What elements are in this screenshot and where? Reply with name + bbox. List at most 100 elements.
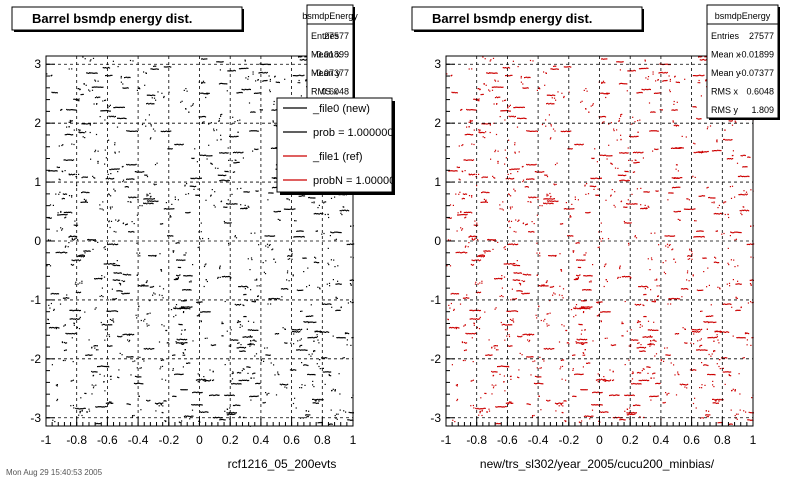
data-point	[698, 236, 700, 238]
data-point	[295, 369, 297, 371]
data-point	[310, 315, 312, 317]
data-point	[547, 102, 549, 104]
data-point	[70, 173, 73, 175]
data-point	[484, 407, 486, 409]
data-point	[533, 178, 535, 180]
data-point	[244, 336, 246, 338]
data-point	[550, 102, 552, 104]
data-point	[91, 370, 93, 373]
data-point	[555, 68, 557, 70]
data-point	[243, 89, 245, 91]
data-point	[558, 405, 560, 407]
data-point	[128, 292, 130, 294]
data-point	[332, 232, 334, 234]
data-point	[301, 59, 303, 61]
data-point	[529, 334, 531, 336]
data-point	[550, 202, 552, 204]
data-point	[745, 175, 747, 178]
data-point	[606, 337, 608, 339]
data-point	[679, 210, 681, 212]
data-point	[77, 255, 79, 257]
data-point	[585, 193, 587, 195]
data-point	[246, 191, 248, 193]
data-point	[511, 206, 513, 208]
data-point	[242, 379, 244, 381]
data-point	[175, 242, 177, 244]
data-point	[634, 383, 636, 385]
data-point	[286, 208, 288, 210]
data-point	[644, 88, 646, 90]
data-point	[351, 337, 353, 339]
data-point	[544, 84, 546, 86]
data-point	[662, 80, 664, 82]
data-point	[318, 204, 320, 206]
data-point	[178, 259, 180, 261]
data-point	[141, 285, 143, 287]
data-point	[332, 279, 334, 281]
data-point	[629, 394, 631, 396]
data-point	[538, 305, 540, 307]
data-point	[210, 194, 212, 196]
data-point	[464, 134, 466, 136]
data-point	[497, 97, 499, 99]
data-point	[221, 61, 223, 63]
data-point	[510, 402, 512, 404]
data-point	[349, 283, 352, 285]
data-point	[507, 310, 509, 312]
data-point	[500, 365, 502, 367]
data-point	[235, 383, 237, 385]
data-point	[103, 381, 105, 383]
data-point	[273, 177, 275, 179]
data-point	[192, 177, 194, 179]
data-point	[53, 308, 55, 310]
data-point	[99, 278, 101, 280]
data-point	[117, 279, 120, 281]
data-point	[577, 308, 579, 310]
data-point	[71, 212, 73, 214]
data-point	[291, 250, 293, 253]
data-point	[229, 135, 231, 137]
data-point	[314, 350, 316, 352]
data-point	[680, 177, 682, 179]
data-point	[126, 292, 128, 294]
data-point	[103, 375, 105, 377]
data-point	[301, 289, 303, 291]
data-point	[170, 130, 172, 132]
data-point	[247, 78, 249, 80]
data-point	[234, 151, 236, 153]
data-point	[179, 274, 181, 276]
data-point	[64, 134, 66, 136]
data-point	[330, 409, 332, 411]
data-point	[343, 357, 345, 359]
data-point	[309, 337, 311, 339]
data-point	[547, 285, 549, 287]
data-point	[181, 389, 183, 391]
data-point	[62, 144, 64, 146]
data-point	[599, 379, 602, 381]
data-point	[250, 130, 252, 132]
data-point	[193, 186, 196, 188]
data-point	[494, 177, 496, 179]
data-point	[465, 216, 467, 218]
data-point	[253, 344, 255, 346]
data-point	[643, 89, 645, 91]
data-point	[250, 377, 252, 379]
data-point	[63, 159, 65, 161]
data-point	[326, 303, 328, 305]
data-point	[293, 75, 296, 77]
data-point	[293, 343, 295, 345]
data-point	[132, 60, 134, 62]
data-point	[468, 126, 470, 128]
data-point	[249, 269, 251, 271]
data-point	[452, 204, 454, 206]
data-point	[335, 231, 337, 233]
data-point	[130, 178, 132, 180]
data-point	[86, 72, 88, 74]
data-point	[672, 177, 674, 179]
data-point	[312, 398, 314, 400]
data-point	[231, 413, 233, 415]
data-point	[96, 278, 98, 280]
data-point	[632, 339, 635, 341]
data-point	[58, 214, 60, 216]
data-point	[749, 243, 751, 245]
